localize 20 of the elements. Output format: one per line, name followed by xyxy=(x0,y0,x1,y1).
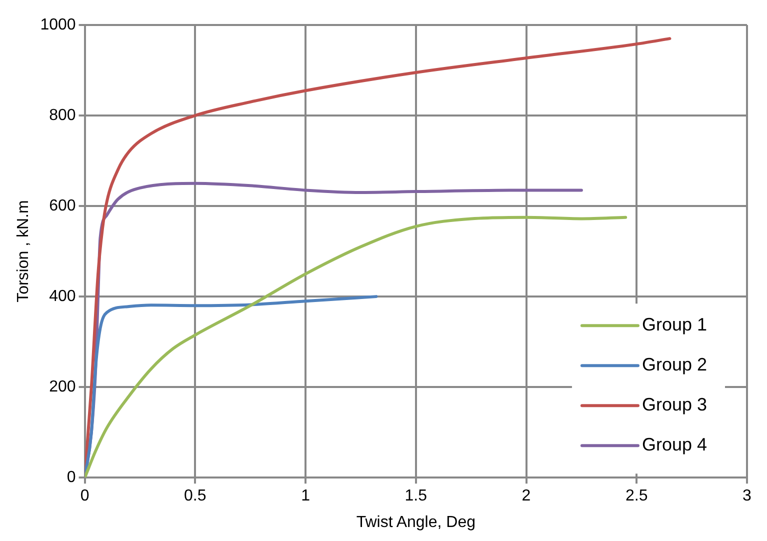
legend-label: Group 4 xyxy=(642,434,708,455)
y-tick-label: 800 xyxy=(49,106,76,124)
legend-label: Group 3 xyxy=(642,394,708,415)
x-tick-label: 2 xyxy=(522,488,531,505)
y-tick-label: 600 xyxy=(49,197,76,214)
x-tick-label: 0 xyxy=(80,488,90,505)
legend-label: Group 2 xyxy=(642,354,708,375)
x-axis-title: Twist Angle, Deg xyxy=(356,514,476,531)
line-series xyxy=(84,216,628,478)
y-axis-title: Torsion , kN.m xyxy=(15,200,32,302)
x-tick-label: 3 xyxy=(742,488,752,505)
y-tick-label: 1000 xyxy=(40,16,76,34)
y-tick-label: 400 xyxy=(49,288,76,305)
x-tick-label: 1 xyxy=(301,488,310,505)
x-tick-label: 1.5 xyxy=(404,488,428,505)
y-tick-label: 0 xyxy=(66,469,76,486)
legend-label: Group 1 xyxy=(642,314,708,335)
x-tick-label: 2.5 xyxy=(626,488,648,505)
x-tick-label: 0.5 xyxy=(184,488,206,505)
y-tick-label: 200 xyxy=(49,378,76,396)
